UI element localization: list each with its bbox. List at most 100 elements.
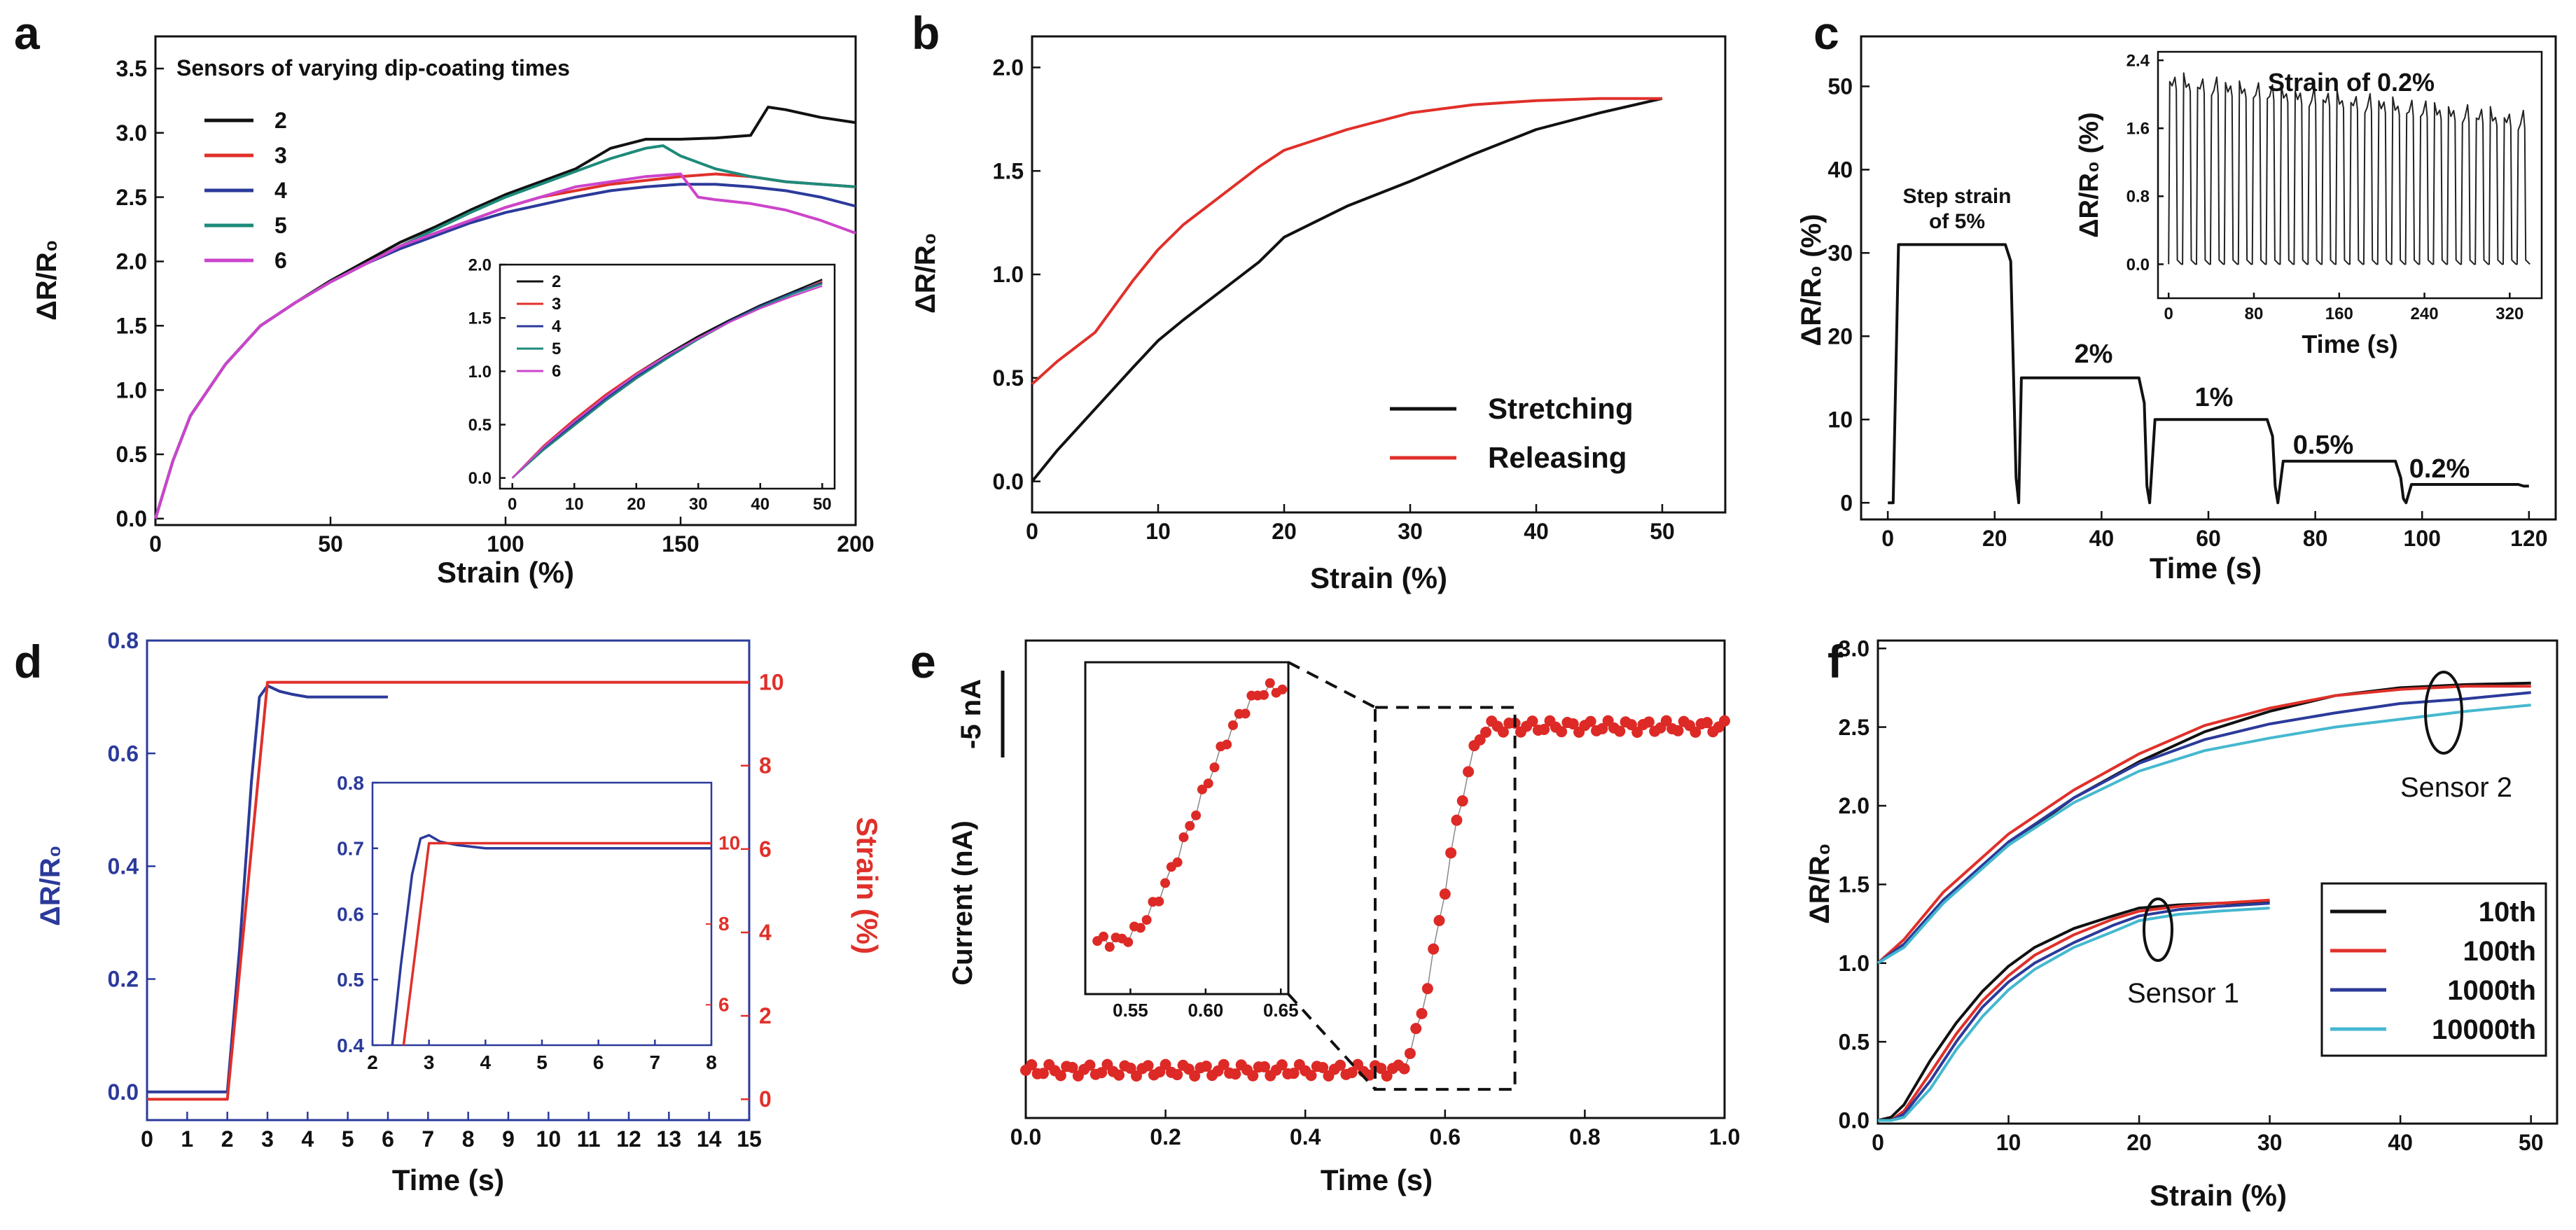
panel-label-d: d	[14, 636, 42, 687]
x-tick-label: 80	[2303, 526, 2328, 551]
data-point	[1421, 983, 1433, 995]
panel-b-xlabel: Strain (%)	[1310, 561, 1447, 594]
x-tick-label: 240	[2411, 305, 2439, 323]
y-tick-label: 2.0	[993, 55, 1024, 81]
panel-d-ylabel: ΔR/R₀	[35, 845, 66, 926]
data-point	[1719, 715, 1730, 727]
data-point	[1410, 1023, 1422, 1035]
zoom-box	[1374, 706, 1517, 1091]
data-point	[1230, 1068, 1241, 1080]
x-tick-label: 0	[1872, 1130, 1884, 1155]
data-point	[1445, 847, 1457, 859]
y-tick-label: 0.5	[337, 969, 364, 991]
x-tick-label: 30	[2257, 1130, 2283, 1155]
plot-frame	[154, 35, 857, 526]
x-tick-label: 9	[502, 1126, 515, 1152]
data-point	[1556, 726, 1568, 738]
panel-a-xlabel: Strain (%)	[437, 556, 574, 589]
legend-entry: 10th	[2479, 897, 2536, 928]
series-line-5	[154, 144, 856, 519]
inset-title: Strain of 0.2%	[2268, 68, 2435, 97]
panel-label-b: b	[912, 7, 940, 59]
data-point	[1375, 1063, 1387, 1075]
data-point	[1643, 716, 1655, 728]
series-line-4	[154, 183, 856, 519]
series-line-100th	[1877, 685, 2531, 965]
y-tick-label: 3.5	[116, 56, 147, 81]
annotation-step-strain-value: of 5%	[1929, 210, 1985, 233]
panel-f-ylabel: ΔR/R₀	[1804, 843, 1835, 924]
panel-label-a: a	[14, 7, 41, 59]
x-tick-label: 20	[627, 495, 646, 514]
data-point	[1066, 1061, 1078, 1073]
data-point	[1625, 719, 1637, 731]
inset-series-line-6	[511, 285, 823, 479]
plot-frame	[1084, 661, 1290, 995]
inset-data-point	[1123, 937, 1134, 947]
series-line-3	[154, 172, 856, 519]
inset-y2-tick-label: 8	[718, 913, 730, 935]
x-tick-label: 20	[2126, 1130, 2152, 1155]
inset-data-point	[1227, 720, 1238, 730]
y-tick-label: 40	[1827, 158, 1853, 183]
data-point	[1451, 814, 1463, 826]
y-tick-label: 1.5	[468, 309, 492, 328]
x-tick-label: 50	[813, 495, 832, 514]
inset-data-point	[1277, 684, 1288, 694]
panel-e-ylabel: Current (nA)	[947, 820, 978, 986]
panel-c-xlabel: Time (s)	[2150, 552, 2262, 585]
panel-c-ylabel: ΔR/R₀ (%)	[1796, 214, 1827, 347]
x-tick-label: 1.0	[1709, 1124, 1740, 1149]
y-tick-label: 2.0	[1839, 793, 1870, 818]
x-tick-label: 11	[577, 1126, 601, 1152]
plot-frame	[1024, 639, 1726, 1119]
data-point	[1160, 1058, 1171, 1070]
y-tick-label: 1.6	[2126, 120, 2150, 139]
panel-e-axes: 0.0 0.2 0.4 0.6 0.8 1.0	[1010, 639, 1740, 1149]
y-tick-label: 3.0	[116, 120, 147, 146]
y-tick-label: 3.0	[1839, 636, 1870, 661]
data-point	[1463, 766, 1475, 778]
x-tick-label: 7	[422, 1126, 434, 1152]
series-line-10th	[1877, 900, 2270, 1122]
x-tick-label: 20	[1982, 526, 2007, 551]
plot-frame	[2157, 50, 2543, 300]
series-line-1000th	[1877, 691, 2531, 965]
y-tick-label: 2.0	[468, 256, 492, 274]
y-tick-label: 30	[1827, 241, 1853, 266]
legend-entry: 2	[274, 108, 287, 133]
series-line-100th	[1878, 898, 2270, 1122]
data-point	[1258, 1061, 1270, 1072]
data-point	[1305, 1070, 1317, 1082]
y-tick-label: 0.5	[468, 416, 492, 435]
data-point	[1276, 1059, 1288, 1071]
data-point	[1585, 715, 1596, 727]
inset-legend-entry: 3	[552, 295, 561, 314]
panel-e-xlabel: Time (s)	[1321, 1163, 1433, 1196]
y-tick-label: 0.8	[2126, 188, 2150, 207]
x-tick-label: 100	[2404, 526, 2441, 551]
panel-c-inset: 0 80 160 240 320 0.0 0.8 1.6 2.4	[2126, 50, 2543, 323]
series-line-step	[1888, 243, 2529, 505]
y-tick-label: 0.8	[337, 772, 364, 794]
x-tick-label: 2	[221, 1126, 234, 1152]
x-tick-label: 160	[2325, 305, 2353, 323]
panel-d-xlabel: Time (s)	[392, 1163, 504, 1196]
data-point	[1660, 715, 1672, 727]
y-tick-label: 0	[1840, 490, 1853, 515]
data-point	[1690, 726, 1701, 738]
x-tick-label: 0.60	[1188, 1000, 1224, 1021]
data-point	[1428, 943, 1440, 955]
inset-data-point	[1185, 820, 1195, 831]
inset-data-point	[1154, 896, 1164, 907]
y-tick-label: 0.7	[337, 838, 364, 860]
panel-d-inset: 2 3 4 5 6 7 8 0.4 0.5 0.6 0.7 0.8	[337, 772, 717, 1073]
x-tick-label: 40	[2089, 526, 2115, 551]
x-tick-label: 150	[662, 531, 699, 557]
x-tick-label: 13	[657, 1126, 682, 1152]
x-tick-label: 12	[616, 1126, 641, 1152]
x-tick-label: 3	[424, 1051, 435, 1073]
data-point	[1346, 1067, 1358, 1079]
scale-bar-label: -5 nA	[956, 679, 987, 749]
y-tick-label: 0.0	[468, 469, 492, 488]
